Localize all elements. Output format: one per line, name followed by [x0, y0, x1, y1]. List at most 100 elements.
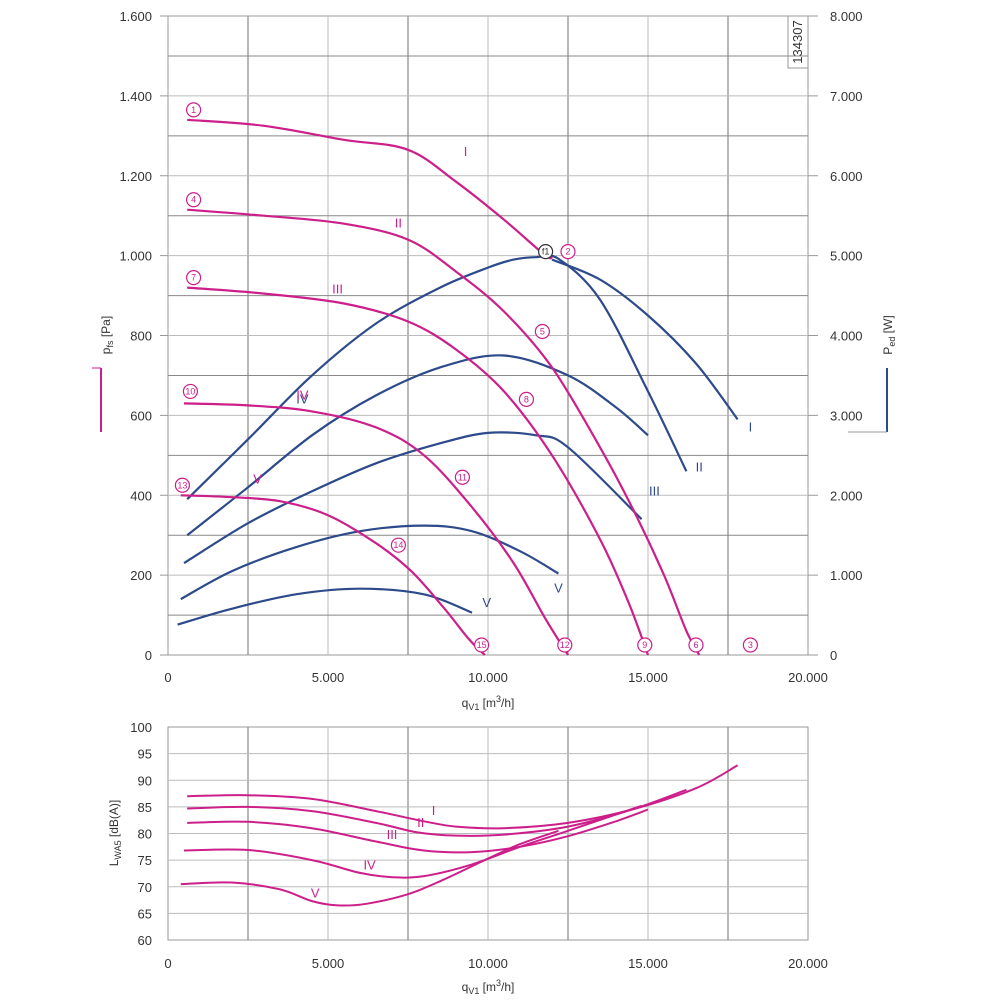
power-curve-II: [186, 254, 688, 500]
operating-point-label-11: 11: [458, 472, 467, 482]
noise-curve-II: [187, 788, 687, 837]
y-right-tick-label: 2.000: [830, 488, 863, 503]
operating-point-label-4: 4: [191, 195, 196, 205]
x-tick-label: 5.000: [312, 670, 345, 685]
operating-point-label-12: 12: [560, 640, 570, 650]
y-right-tick-label: 1.000: [830, 568, 863, 583]
noise-curve-label-II: II: [417, 815, 424, 830]
noise-curve-label-IV: IV: [363, 858, 376, 873]
operating-point-marker-3: [742, 637, 759, 653]
power-curve-label-V: V: [554, 581, 563, 596]
pressure-curve-label-III: III: [332, 282, 343, 297]
noise-y-tick-label: 100: [130, 720, 152, 735]
power-curve-III: [186, 354, 649, 537]
pressure-curve-label-I: I: [464, 144, 468, 159]
operating-point-label-2: 2: [565, 247, 570, 257]
power-curve-V: [180, 524, 559, 601]
x-tick-label: 15.000: [628, 670, 668, 685]
y-right-tick-label: 3.000: [830, 408, 863, 423]
operating-point-label-8: 8: [524, 394, 529, 404]
operating-point-label-14: 14: [393, 540, 403, 550]
y-right-axis-title: Ped [W]: [881, 315, 897, 354]
noise-x-tick-label: 15.000: [628, 956, 668, 971]
drawing-number-frame: [787, 15, 809, 69]
operating-point-label-6: 6: [693, 640, 698, 650]
operating-point-marker-9: [637, 637, 653, 653]
noise-y-tick-label: 60: [138, 933, 152, 948]
x-tick-label: 10.000: [468, 670, 508, 685]
noise-x-tick-label: 20.000: [788, 956, 828, 971]
y-right-tick-label: 5.000: [830, 249, 863, 264]
power-curve-label-IV: IV: [296, 391, 309, 406]
noise-y-tick-label: 80: [138, 827, 152, 842]
operating-point-label-3: 3: [748, 640, 753, 650]
operating-point-label-f1: f1: [542, 247, 550, 257]
pressure-curve-label-II: II: [395, 216, 402, 231]
power-curve-V2: [177, 587, 473, 626]
noise-curve-label-I: I: [432, 803, 436, 818]
y-left-tick-label: 1.600: [119, 9, 152, 24]
noise-curve-III: [187, 808, 649, 854]
power-curve-I: [551, 258, 739, 421]
pressure-curve-II: [187, 208, 701, 656]
pressure-curve-label-V: V: [253, 471, 262, 486]
operating-point-label-13: 13: [177, 480, 187, 490]
operating-point-marker-5: [534, 323, 551, 340]
pressure-curve-V: [180, 494, 486, 656]
y-right-tick-label: 7.000: [830, 89, 863, 104]
y-left-axis-title: pfs [Pa]: [99, 316, 115, 354]
noise-curve-V: [180, 829, 559, 907]
operating-point-marker-4: [186, 192, 202, 208]
power-curve-label-III: III: [649, 483, 660, 498]
noise-plot: 0 5.000 10.000 15.000 20.000 60 65 70 75 80 85 90 95…: [107, 720, 828, 996]
operating-point-marker-f1: [537, 244, 554, 260]
operating-point-marker-7: [186, 269, 202, 286]
operating-point-marker-1: [186, 102, 202, 118]
operating-point-label-15: 15: [477, 640, 487, 650]
operating-point-marker-14: [390, 537, 406, 553]
y-left-tick-label: 200: [130, 568, 152, 583]
operating-point-marker-10: [182, 383, 198, 400]
operating-point-label-5: 5: [540, 327, 545, 337]
noise-y-tick-label: 85: [138, 800, 152, 815]
noise-x-tick-label: 0: [164, 956, 171, 971]
operating-point-marker-13: [174, 477, 190, 493]
y-right-tick-label: 4.000: [830, 329, 863, 344]
power-curve-IV: [183, 431, 643, 565]
noise-y-tick-label: 95: [138, 747, 152, 762]
noise-y-axis-title: LWA5 [dB(A)]: [107, 800, 123, 867]
y-left-tick-label: 800: [130, 329, 152, 344]
y-left-tick-label: 1.200: [119, 169, 152, 184]
y-left-tick-label: 1.000: [119, 249, 152, 264]
power-curve-label-II: II: [696, 459, 703, 474]
pressure-curve-III: [187, 286, 650, 656]
operating-point-label-7: 7: [191, 273, 196, 283]
operating-point-marker-12: [557, 637, 573, 653]
operating-point-marker-2: [560, 244, 576, 260]
y-right-tick-label: 6.000: [830, 169, 863, 184]
y-right-tick-label: 0: [830, 648, 837, 663]
x-axis-title: qV1 [m3/h]: [462, 694, 515, 712]
noise-curve-label-III: III: [387, 827, 398, 842]
operating-point-marker-8: [518, 391, 535, 407]
operating-point-marker-15: [474, 637, 490, 653]
y-left-tick-label: 0: [145, 648, 152, 663]
pressure-curve-IV: [183, 402, 569, 656]
y-left-tick-label: 600: [130, 408, 152, 423]
operating-point-label-1: 1: [191, 105, 196, 115]
noise-curve-IV: [183, 804, 642, 879]
x-tick-label: 20.000: [788, 670, 828, 685]
noise-y-tick-label: 90: [138, 773, 152, 788]
main-plot: 0 5.000 10.000 15.000 20.00002004006008001.0…: [92, 9, 897, 712]
operating-point-marker-6: [688, 637, 704, 653]
noise-y-tick-label: 75: [138, 853, 152, 868]
operating-point-label-9: 9: [642, 640, 647, 650]
y-left-tick-label: 1.400: [119, 89, 152, 104]
pressure-curve-label-IV: IV: [296, 387, 309, 402]
x-tick-label: 0: [164, 670, 171, 685]
operating-point-marker-11: [454, 469, 470, 485]
noise-x-axis-title: qV1 [m3/h]: [462, 978, 515, 996]
noise-y-tick-label: 70: [138, 880, 152, 895]
